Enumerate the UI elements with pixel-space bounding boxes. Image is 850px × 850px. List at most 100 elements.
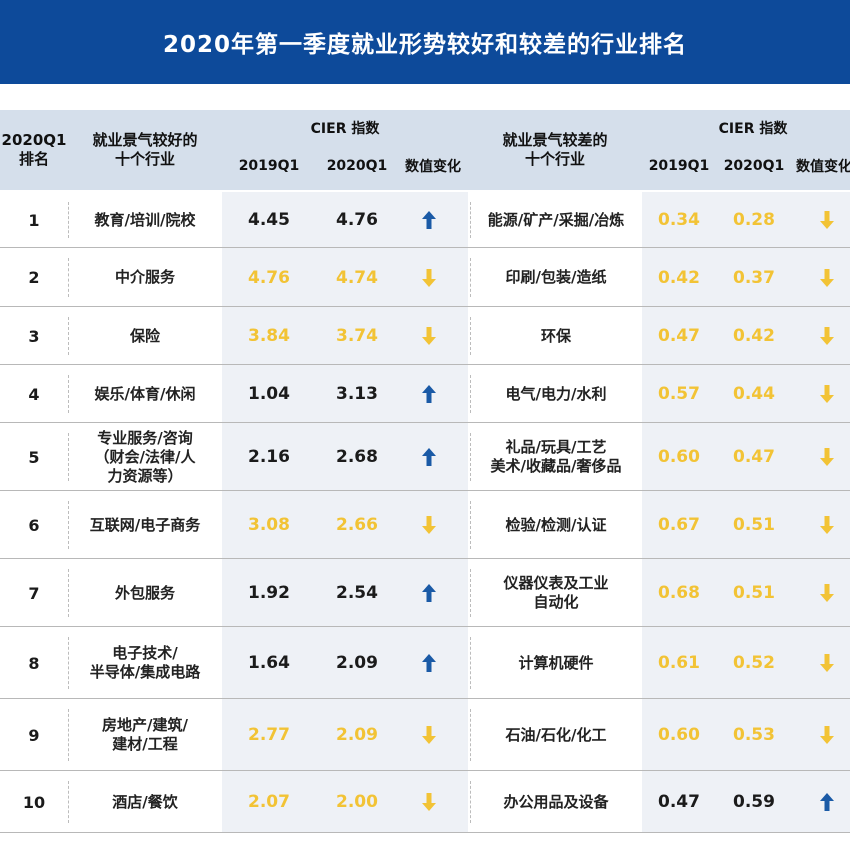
bad-values-shade [642, 192, 850, 247]
column-divider [470, 202, 471, 238]
arrow-up-icon [398, 559, 460, 627]
row-separator [0, 364, 850, 365]
good-industry-name: 中介服务 [114, 268, 175, 286]
good-industry-name: 房地产/建筑/ 建材/工程 [102, 716, 188, 753]
row-separator [0, 626, 850, 627]
good-industry-name: 外包服务 [114, 583, 175, 602]
arrow-up-icon [398, 365, 460, 423]
bad-industry-name: 电气/电力/水利 [505, 384, 607, 403]
arrow-down-icon [792, 491, 850, 559]
header-2020q1-good: 2020Q1 [326, 158, 388, 174]
bad-2020q1-value: 0.51 [733, 583, 775, 603]
arrow-down-icon [792, 423, 850, 491]
column-divider [470, 501, 471, 549]
bad-industry-name: 检验/检测/认证 [505, 515, 607, 534]
arrow-down-icon [398, 248, 460, 307]
bad-2019q1-value: 0.47 [658, 326, 700, 346]
table-row: 10 酒店/餐饮 2.07 2.00 办公用品及设备 0.47 0.59 [0, 771, 850, 833]
bad-2020q1-value: 0.52 [733, 653, 775, 673]
column-divider [470, 375, 471, 413]
bad-2019q1-value: 0.61 [658, 653, 700, 673]
good-industry-name: 保险 [129, 326, 160, 345]
good-2019q1-value: 3.08 [248, 515, 290, 535]
rank-cell: 2 [28, 268, 40, 287]
header-cier-index-bad: CIER 指数 [718, 121, 788, 137]
header-rank: 2020Q1 排名 [1, 131, 67, 168]
arrow-down-icon [792, 248, 850, 307]
bad-2020q1-value: 0.44 [733, 384, 775, 404]
rank-cell: 7 [28, 583, 40, 603]
header-change-good: 数值变化 [405, 159, 461, 175]
good-2020q1-value: 4.76 [336, 210, 378, 230]
table-row: 7 外包服务 1.92 2.54 仪器仪表及工业 自动化 0.68 0.51 [0, 559, 850, 627]
arrow-down-icon [398, 771, 460, 833]
bad-industry-name: 环保 [540, 326, 571, 345]
good-2019q1-value: 3.84 [248, 326, 290, 346]
good-industry-name: 酒店/餐饮 [112, 792, 178, 811]
bad-2020q1-value: 0.59 [733, 792, 775, 812]
arrow-down-icon [792, 627, 850, 699]
bad-values-shade [642, 699, 850, 770]
bad-2019q1-value: 0.60 [658, 725, 700, 745]
bad-industry-name: 能源/矿产/采掘/冶炼 [487, 210, 625, 229]
good-2019q1-value: 1.92 [248, 583, 290, 603]
arrow-down-icon [792, 559, 850, 627]
column-divider [470, 781, 471, 823]
table-row: 1 教育/培训/院校 4.45 4.76 能源/矿产/采掘/冶炼 0.34 0.28 [0, 192, 850, 248]
table-row: 4 娱乐/体育/休闲 1.04 3.13 电气/电力/水利 0.57 0.44 [0, 365, 850, 423]
bad-2019q1-value: 0.34 [658, 210, 700, 230]
good-2020q1-value: 3.13 [336, 384, 378, 404]
table-row: 5 专业服务/咨询 （财会/法律/人 力资源等） 2.16 2.68 礼品/玩具/工艺 … [0, 423, 850, 491]
column-divider [68, 709, 69, 761]
arrow-up-icon [398, 627, 460, 699]
good-2019q1-value: 1.64 [248, 653, 290, 673]
good-2019q1-value: 4.45 [248, 210, 290, 230]
bad-industry-name: 办公用品及设备 [503, 792, 609, 811]
bad-values-shade [642, 307, 850, 364]
arrow-down-icon [398, 307, 460, 365]
rank-cell: 6 [28, 515, 40, 535]
table-row: 3 保险 3.84 3.74 环保 0.47 0.42 [0, 307, 850, 365]
header-2019q1-good: 2019Q1 [238, 158, 300, 174]
column-divider [68, 781, 69, 823]
column-divider [470, 709, 471, 761]
good-industry-name: 互联网/电子商务 [89, 515, 201, 534]
header-2020q1-bad: 2020Q1 [723, 158, 785, 174]
good-2020q1-value: 2.54 [336, 583, 378, 603]
header-cier-index-good: CIER 指数 [310, 121, 380, 137]
bad-2019q1-value: 0.67 [658, 515, 700, 535]
bad-values-shade [642, 491, 850, 558]
row-separator [0, 490, 850, 491]
good-2020q1-value: 2.09 [336, 725, 378, 745]
rank-cell: 8 [28, 653, 40, 673]
row-separator [0, 422, 850, 423]
arrow-down-icon [792, 365, 850, 423]
row-separator [0, 832, 850, 833]
bad-industry-name: 礼品/玩具/工艺 美术/收藏品/奢侈品 [490, 438, 622, 475]
arrow-down-icon [792, 307, 850, 365]
good-2020q1-value: 2.66 [336, 515, 378, 535]
good-2019q1-value: 4.76 [248, 267, 290, 288]
bad-values-shade [642, 365, 850, 422]
arrow-down-icon [398, 491, 460, 559]
good-2020q1-value: 2.00 [336, 792, 378, 812]
bad-2020q1-value: 0.47 [733, 447, 775, 467]
arrow-up-icon [792, 771, 850, 833]
rank-cell: 4 [28, 384, 40, 404]
good-2020q1-value: 2.09 [336, 653, 378, 673]
bad-values-shade [642, 771, 850, 832]
good-2019q1-value: 1.04 [248, 384, 290, 404]
row-separator [0, 770, 850, 771]
bad-2020q1-value: 0.53 [733, 725, 775, 745]
column-divider [68, 375, 69, 413]
header-change-bad: 数值变化 [796, 159, 850, 175]
bad-industry-name: 仪器仪表及工业 自动化 [503, 574, 609, 611]
rank-cell: 1 [28, 210, 40, 230]
bad-2020q1-value: 0.42 [733, 326, 775, 346]
bad-2020q1-value: 0.28 [733, 210, 775, 230]
good-industry-name: 教育/培训/院校 [94, 210, 196, 229]
good-industry-name: 专业服务/咨询 （财会/法律/人 力资源等） [94, 428, 196, 485]
table-row: 8 电子技术/ 半导体/集成电路 1.64 2.09 计算机硬件 0.61 0.52 [0, 627, 850, 699]
bad-industry-name: 印刷/包装/造纸 [505, 268, 607, 286]
rank-cell: 10 [22, 792, 46, 812]
